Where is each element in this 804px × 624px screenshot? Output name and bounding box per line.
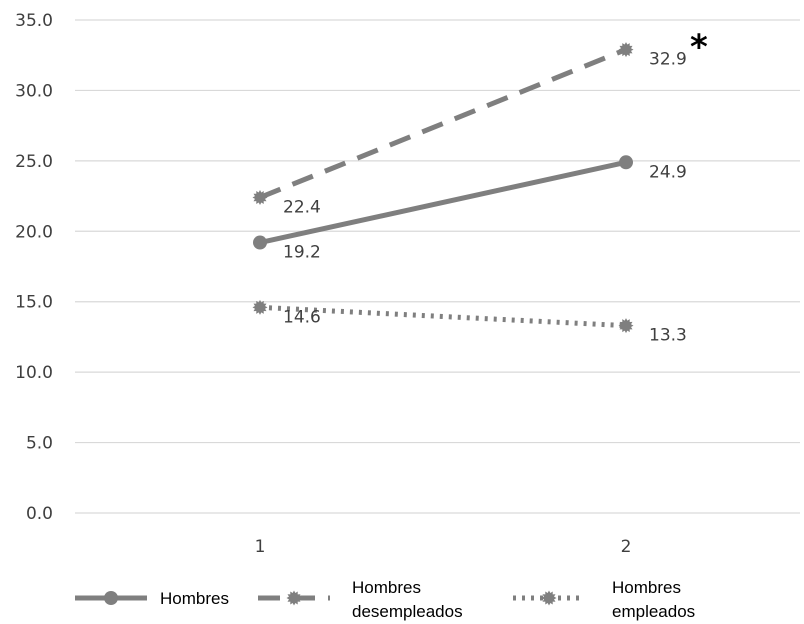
data-point-hombres bbox=[619, 155, 633, 170]
y-tick-label: 0.0 bbox=[26, 504, 53, 524]
data-point-hombres-empleados bbox=[618, 318, 634, 334]
data-label: 14.6 bbox=[283, 307, 321, 327]
data-label: 32.9 bbox=[649, 50, 687, 70]
gridlines bbox=[75, 19, 800, 514]
legend-item-hombres-empleados: Hombres empleados bbox=[513, 578, 695, 621]
legend-marker bbox=[104, 591, 118, 605]
y-tick-label: 30.0 bbox=[15, 81, 53, 101]
data-point-hombres-empleados bbox=[252, 299, 268, 315]
legend-label: Hombres empleados bbox=[612, 578, 695, 621]
y-axis: 0.0 5.0 10.0 15.0 20.0 25.0 30.0 35.0 bbox=[15, 11, 53, 524]
data-label: 22.4 bbox=[283, 197, 321, 217]
series-line-hombres-desempleados bbox=[259, 47, 627, 200]
x-tick-label: 1 bbox=[255, 537, 266, 557]
legend-label: Hombres desempleados bbox=[352, 578, 463, 621]
data-labels: 19.2 24.9 22.4 32.9 14.6 13.3 * bbox=[283, 28, 708, 346]
series-group bbox=[252, 42, 634, 334]
legend-marker bbox=[286, 590, 302, 606]
y-tick-label: 35.0 bbox=[15, 11, 53, 31]
y-tick-label: 20.0 bbox=[15, 222, 53, 242]
data-point-hombres bbox=[253, 235, 267, 250]
legend-label-line: Hombres bbox=[612, 578, 681, 597]
data-label: 24.9 bbox=[649, 162, 687, 182]
y-tick-label: 15.0 bbox=[15, 293, 53, 313]
y-tick-label: 25.0 bbox=[15, 152, 53, 172]
legend-item-hombres: Hombres bbox=[75, 589, 229, 608]
legend-label: Hombres bbox=[160, 589, 229, 608]
legend-marker bbox=[541, 590, 557, 606]
x-tick-label: 2 bbox=[621, 537, 632, 557]
data-point-hombres-desempleados bbox=[618, 42, 634, 58]
data-point-hombres-desempleados bbox=[252, 189, 268, 205]
series-line-hombres bbox=[259, 159, 627, 245]
legend-label-line: Hombres bbox=[352, 578, 421, 597]
y-tick-label: 10.0 bbox=[15, 363, 53, 383]
legend: Hombres Hombres desempleados Hombres emplead… bbox=[75, 578, 695, 621]
legend-label-line: desempleados bbox=[352, 602, 463, 621]
y-tick-label: 5.0 bbox=[26, 434, 53, 454]
data-label: 13.3 bbox=[649, 326, 687, 346]
data-label: 19.2 bbox=[283, 243, 321, 263]
significance-asterisk: * bbox=[690, 28, 708, 68]
legend-label-line: empleados bbox=[612, 602, 695, 621]
legend-item-hombres-desempleados: Hombres desempleados bbox=[258, 578, 463, 621]
